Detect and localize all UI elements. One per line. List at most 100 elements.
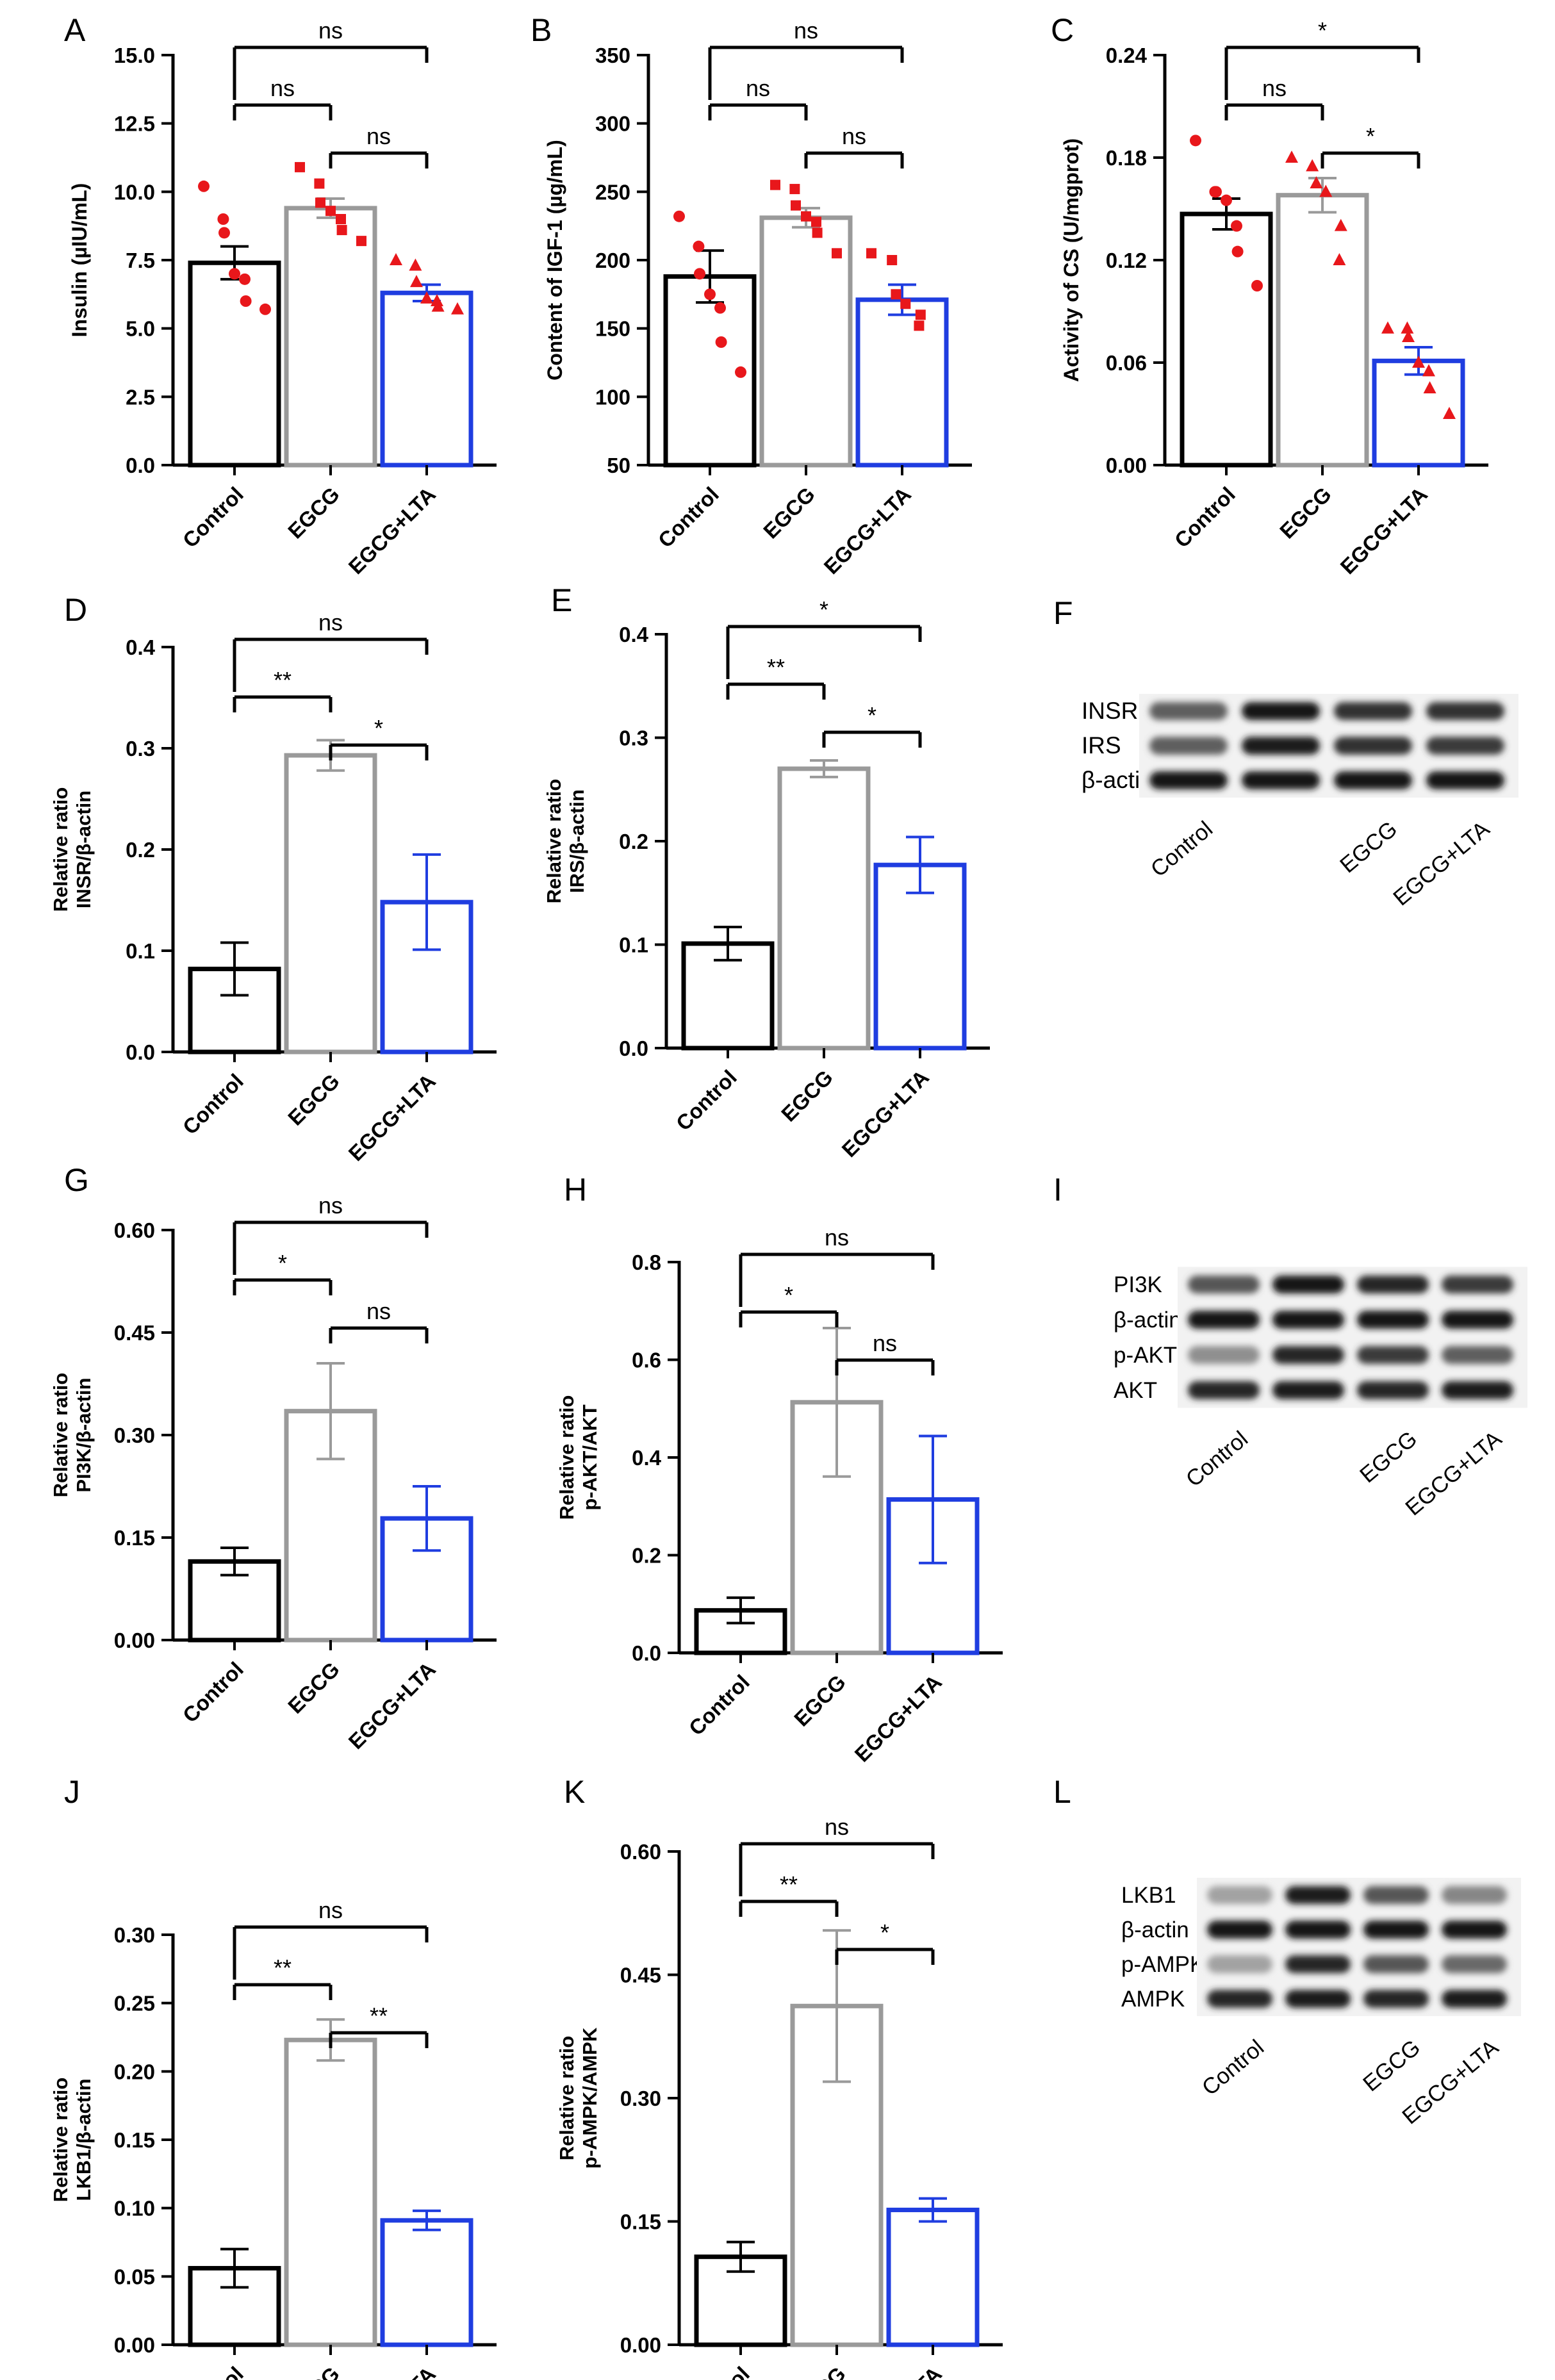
data-point <box>1306 159 1319 172</box>
significance-label: * <box>784 1282 793 1308</box>
x-tick-label: EGCG <box>283 2362 344 2380</box>
panel-label: F <box>1053 595 1073 631</box>
y-tick-label: 350 <box>595 44 630 67</box>
x-tick-label: EGCG+LTA <box>344 2362 440 2380</box>
y-tick-label: 0.30 <box>620 2087 661 2110</box>
blot-band <box>1149 702 1228 720</box>
blot-band <box>1285 1886 1351 1904</box>
chart-panel-k: K 0.00 0.15 0.30 0.45 0.60 Relative ratio p-AMP… <box>555 1774 1003 2380</box>
data-point <box>900 299 911 309</box>
significance-label: ns <box>825 1814 849 1840</box>
significance-label: ** <box>274 667 292 693</box>
blot-band <box>1442 1311 1513 1329</box>
data-point <box>1310 176 1323 188</box>
x-tick-label: Control <box>654 482 723 552</box>
blot-band <box>1334 702 1412 720</box>
panel-label: H <box>564 1172 587 1208</box>
band-label: p-AKT <box>1114 1343 1177 1368</box>
blot-band <box>1149 771 1228 789</box>
y-tick-label: 0.4 <box>126 636 156 659</box>
data-point <box>770 179 780 190</box>
y-axis-label-line: Relative ratio <box>49 2078 72 2203</box>
y-tick-label: 200 <box>595 249 630 272</box>
blot-band <box>1426 771 1504 789</box>
data-point <box>431 299 445 312</box>
data-point <box>410 275 423 288</box>
significance-label: ns <box>794 17 818 44</box>
blot-band <box>1242 702 1320 720</box>
y-axis-label-line: p-AKT/AKT <box>579 1404 601 1510</box>
y-tick-label: 0.30 <box>114 1424 155 1447</box>
chart-panel-d: D 0.0 0.1 0.2 0.3 0.4 Relative ratio INSR/β-act… <box>49 592 497 1165</box>
data-point <box>314 178 325 189</box>
data-point <box>1401 321 1414 334</box>
blot-band <box>1442 1921 1507 1939</box>
data-point <box>336 225 347 236</box>
y-tick-label: 0.00 <box>114 2333 155 2357</box>
blot-band <box>1442 1955 1507 1973</box>
lane-label: EGCG <box>1355 1426 1422 1488</box>
significance-label: * <box>868 702 876 728</box>
significance-label: ns <box>318 609 343 636</box>
data-point <box>791 200 801 211</box>
y-axis-label-line: INSR/β-actin <box>72 791 95 908</box>
blot-band <box>1188 1381 1260 1399</box>
panel-label: C <box>1051 12 1074 48</box>
y-tick-label: 12.5 <box>114 112 155 136</box>
data-point <box>1231 220 1242 232</box>
x-tick-label: Control <box>178 1657 248 1727</box>
data-point <box>325 206 336 217</box>
x-tick-label: EGCG <box>283 1069 344 1130</box>
band-label: β-actin <box>1114 1308 1181 1333</box>
y-tick-label: 300 <box>595 112 630 136</box>
blot-band <box>1272 1381 1344 1399</box>
blot-band <box>1285 1990 1351 2008</box>
bar-0 <box>1180 211 1273 468</box>
data-point <box>356 236 366 247</box>
y-tick-label: 250 <box>595 180 630 204</box>
blot-band <box>1442 1346 1513 1364</box>
y-tick-label: 0.60 <box>114 1219 155 1242</box>
blot-band <box>1242 771 1320 789</box>
y-axis-label-line: Relative ratio <box>555 1395 578 1520</box>
significance-label: ns <box>842 123 866 149</box>
data-point <box>1422 364 1435 377</box>
bar-1 <box>777 766 871 1051</box>
lane-label: Control <box>1181 1426 1253 1491</box>
data-point <box>891 289 901 300</box>
bar-2 <box>380 2218 473 2347</box>
data-point <box>811 217 821 227</box>
y-axis-label: Content of IGF-1 (µg/mL) <box>543 140 566 381</box>
blot-band <box>1272 1276 1344 1293</box>
data-point <box>431 294 443 306</box>
blot-band <box>1363 1921 1429 1939</box>
data-point <box>217 213 229 225</box>
blot-band <box>1207 1886 1272 1904</box>
y-tick-label: 0.60 <box>620 1840 661 1864</box>
y-tick-label: 2.5 <box>126 385 155 409</box>
blot-band <box>1442 1886 1507 1904</box>
band-label: INSR <box>1082 698 1138 724</box>
y-tick-label: 0.06 <box>1106 351 1147 375</box>
x-tick-label: EGCG <box>789 2362 850 2380</box>
significance-label: ** <box>780 1871 798 1898</box>
x-tick-label: EGCG+LTA <box>344 1069 440 1165</box>
y-tick-label: 0.2 <box>126 838 155 862</box>
significance-label: ns <box>873 1330 897 1356</box>
data-point <box>1412 356 1425 368</box>
blot-band <box>1363 1886 1429 1904</box>
y-axis-label-line: Relative ratio <box>543 779 565 904</box>
blot-band <box>1188 1311 1260 1329</box>
data-point <box>259 303 271 315</box>
y-axis-label-line: Relative ratio <box>49 787 72 912</box>
panel-label: I <box>1053 1172 1062 1208</box>
significance-label: ns <box>270 75 295 101</box>
y-tick-label: 0.6 <box>632 1349 661 1372</box>
y-tick-label: 0.20 <box>114 2060 155 2083</box>
chart-panel-a: A 0.0 2.5 5.0 7.5 10.0 12.5 15.0 Insulin (µIU/mL… <box>64 12 497 579</box>
significance-label: ns <box>1262 75 1287 101</box>
panel-label: B <box>531 12 552 48</box>
x-tick-label: EGCG+LTA <box>837 1065 934 1161</box>
y-tick-label: 15.0 <box>114 44 155 67</box>
